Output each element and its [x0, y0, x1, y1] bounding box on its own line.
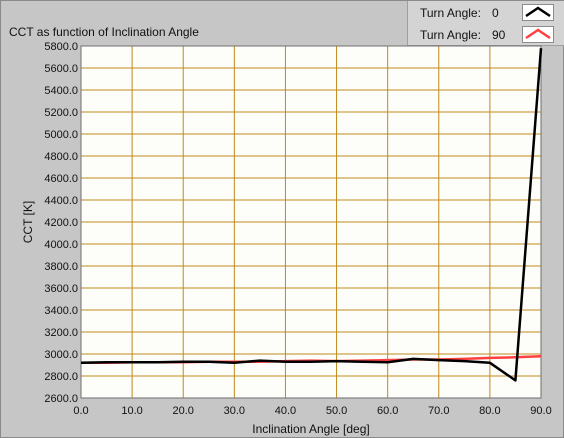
- y-tick-label: 3600.0: [44, 283, 78, 295]
- plot-frame: [80, 45, 542, 399]
- y-tick-label: 3400.0: [44, 305, 78, 317]
- line-style-swatch-icon[interactable]: [522, 4, 554, 21]
- x-tick-label: 0.0: [73, 405, 88, 417]
- y-axis-label: CCT [K]: [21, 201, 35, 243]
- x-tick-label: 50.0: [326, 405, 347, 417]
- y-tick-label: 4000.0: [44, 239, 78, 251]
- x-tick-label: 60.0: [377, 405, 398, 417]
- x-tick-label: 80.0: [479, 405, 500, 417]
- y-tick-label: 4200.0: [44, 217, 78, 229]
- y-tick-label: 4800.0: [44, 151, 78, 163]
- y-tick-label: 3800.0: [44, 261, 78, 273]
- plot-legend[interactable]: Turn Angle: 0 Turn Angle: 90: [407, 1, 564, 46]
- series-line-turn-0: [80, 48, 543, 382]
- y-tick-label: 5000.0: [44, 129, 78, 141]
- x-axis-label: Inclination Angle [deg]: [252, 422, 369, 436]
- legend-item-turn-90[interactable]: Turn Angle: 90: [408, 24, 564, 46]
- y-tick-label: 2800.0: [44, 371, 78, 383]
- legend-label: Turn Angle:: [420, 28, 481, 42]
- x-tick-label: 10.0: [121, 405, 142, 417]
- legend-swatch-line: [525, 6, 551, 18]
- legend-value: 90: [492, 28, 506, 42]
- y-tick-label: 5800.0: [44, 41, 78, 53]
- legend-label: Turn Angle:: [420, 6, 481, 20]
- y-tick-label: 4600.0: [44, 173, 78, 185]
- y-tick-label: 3000.0: [44, 349, 78, 361]
- y-tick-label: 5600.0: [44, 63, 78, 75]
- x-tick-label: 90.0: [530, 405, 551, 417]
- legend-value: 0: [492, 6, 499, 20]
- y-tick-label: 2600.0: [44, 393, 78, 405]
- y-tick-label: 4400.0: [44, 195, 78, 207]
- x-tick-label: 20.0: [173, 405, 194, 417]
- x-tick-label: 70.0: [428, 405, 449, 417]
- line-style-swatch-icon[interactable]: [522, 26, 554, 43]
- y-tick-label: 3200.0: [44, 327, 78, 339]
- legend-swatch-line: [525, 28, 551, 40]
- x-tick-label: 30.0: [224, 405, 245, 417]
- legend-item-turn-0[interactable]: Turn Angle: 0: [408, 2, 564, 24]
- chart-title: CCT as function of Inclination Angle: [9, 25, 199, 39]
- y-tick-label: 5200.0: [44, 107, 78, 119]
- x-tick-label: 40.0: [275, 405, 296, 417]
- y-tick-label: 5400.0: [44, 85, 78, 97]
